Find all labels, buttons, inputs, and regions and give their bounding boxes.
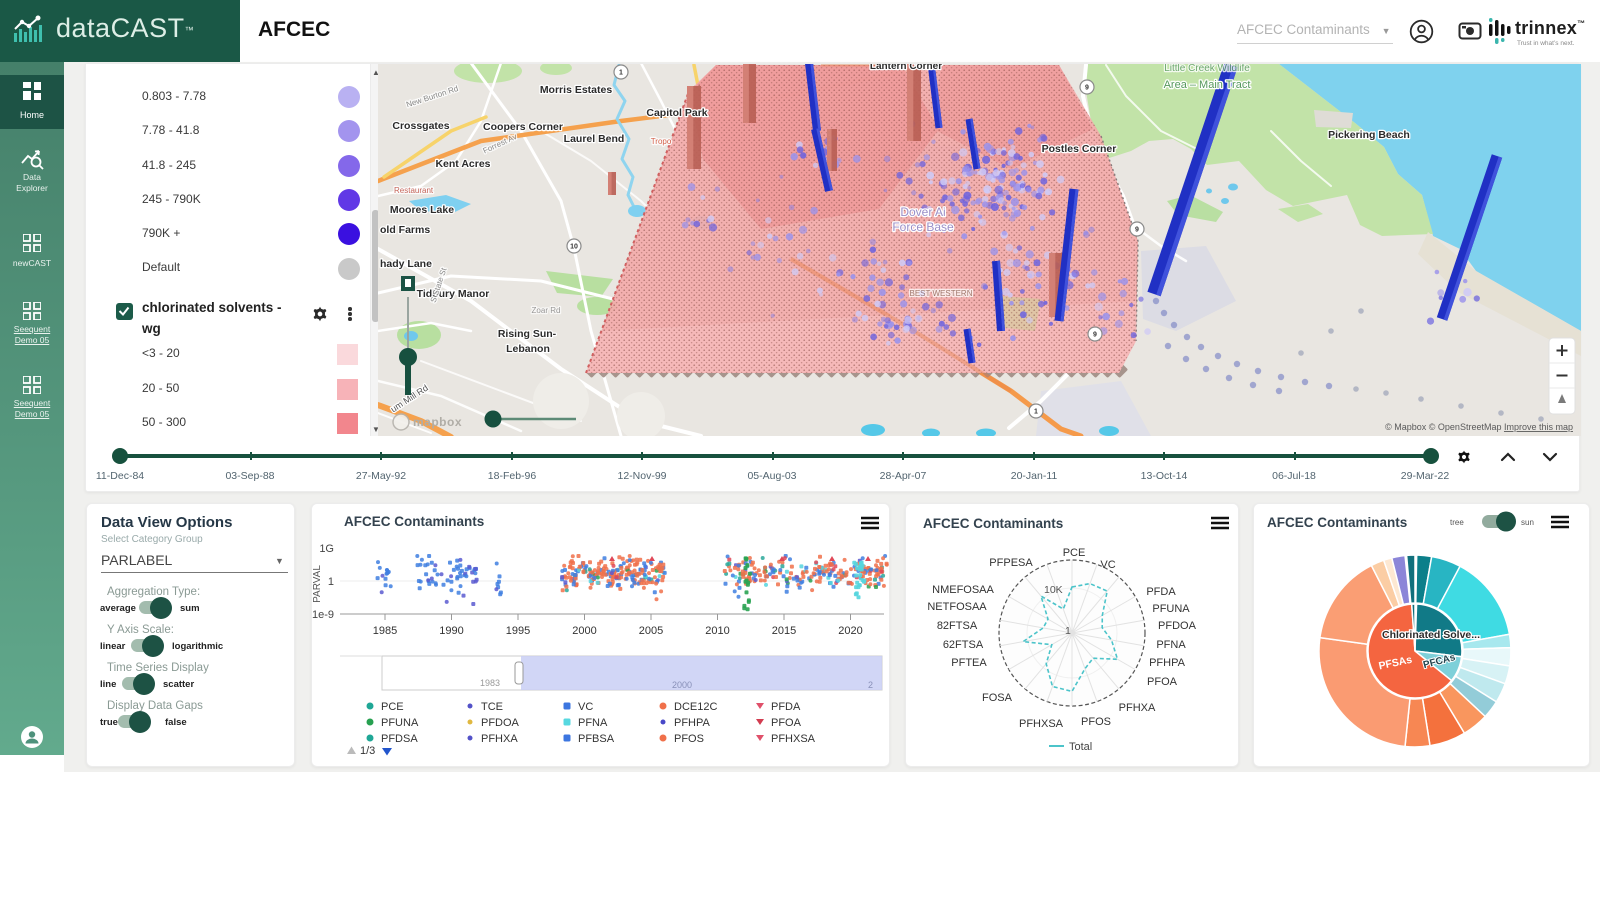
svg-text:2000: 2000 bbox=[572, 625, 596, 637]
svg-text:PFHPA: PFHPA bbox=[674, 717, 711, 729]
svg-text:mapbox: mapbox bbox=[413, 415, 462, 429]
svg-text:1/3: 1/3 bbox=[360, 745, 375, 757]
svg-text:PFUNA: PFUNA bbox=[381, 717, 419, 729]
svg-text:PFDA: PFDA bbox=[771, 701, 801, 713]
svg-text:PARVAL: PARVAL bbox=[312, 565, 323, 603]
svg-text:2: 2 bbox=[868, 680, 873, 690]
svg-text:Rising Sun-: Rising Sun- bbox=[498, 328, 557, 340]
svg-text:NMEFOSAA: NMEFOSAA bbox=[932, 584, 994, 596]
svg-text:AFCEC Contaminants: AFCEC Contaminants bbox=[1267, 515, 1407, 530]
svg-text:Morris Estates: Morris Estates bbox=[540, 84, 613, 96]
svg-text:1: 1 bbox=[1065, 625, 1071, 637]
svg-text:Postles Corner: Postles Corner bbox=[1042, 143, 1117, 155]
svg-text:10: 10 bbox=[570, 244, 578, 251]
svg-text:1: 1 bbox=[1034, 409, 1038, 416]
svg-text:Dover Ai: Dover Ai bbox=[900, 205, 945, 219]
svg-text:Coopers Corner: Coopers Corner bbox=[483, 121, 563, 133]
svg-text:Kent Acres: Kent Acres bbox=[435, 158, 490, 170]
svg-text:1: 1 bbox=[619, 70, 623, 77]
svg-text:PFHPA: PFHPA bbox=[1149, 657, 1186, 669]
svg-text:Chlorinated Solve...: Chlorinated Solve... bbox=[1382, 629, 1480, 641]
svg-text:Lebanon: Lebanon bbox=[506, 343, 550, 355]
svg-text:PFBSA: PFBSA bbox=[578, 733, 615, 745]
svg-text:VC: VC bbox=[1100, 559, 1115, 571]
svg-text:Tidbury Manor: Tidbury Manor bbox=[417, 288, 490, 300]
svg-text:NETFOSAA: NETFOSAA bbox=[927, 601, 987, 613]
svg-text:1990: 1990 bbox=[439, 625, 463, 637]
svg-text:© Mapbox © OpenStreetMap Impro: © Mapbox © OpenStreetMap Improve this ma… bbox=[1385, 422, 1573, 432]
svg-text:BEST WESTERN: BEST WESTERN bbox=[910, 289, 973, 298]
svg-text:hady Lane: hady Lane bbox=[380, 258, 432, 270]
svg-text:PFOA: PFOA bbox=[1147, 676, 1178, 688]
svg-text:2015: 2015 bbox=[772, 625, 796, 637]
svg-text:Capitol Park: Capitol Park bbox=[646, 107, 707, 119]
svg-text:PFDSA: PFDSA bbox=[381, 733, 418, 745]
svg-text:Crossgates: Crossgates bbox=[392, 120, 449, 132]
svg-text:PFNA: PFNA bbox=[1156, 639, 1186, 651]
svg-text:1985: 1985 bbox=[373, 625, 397, 637]
svg-text:2000: 2000 bbox=[672, 680, 692, 690]
svg-text:PCE: PCE bbox=[381, 701, 404, 713]
svg-text:DCE12C: DCE12C bbox=[674, 701, 717, 713]
svg-text:PFHXA: PFHXA bbox=[1119, 702, 1156, 714]
svg-text:Force Base: Force Base bbox=[892, 220, 954, 234]
svg-text:Little Creek Wildlife: Little Creek Wildlife bbox=[1164, 64, 1250, 74]
svg-text:9: 9 bbox=[1093, 332, 1097, 339]
svg-text:1983: 1983 bbox=[480, 678, 500, 688]
svg-text:Restaurant: Restaurant bbox=[394, 186, 434, 195]
svg-text:VC: VC bbox=[578, 701, 593, 713]
svg-text:FOSA: FOSA bbox=[982, 692, 1013, 704]
svg-text:tree: tree bbox=[1450, 518, 1464, 527]
svg-text:PFOA: PFOA bbox=[771, 717, 802, 729]
svg-text:PFTEA: PFTEA bbox=[951, 657, 987, 669]
svg-text:PFOS: PFOS bbox=[1081, 716, 1111, 728]
svg-text:Tropo: Tropo bbox=[651, 137, 672, 146]
svg-text:62FTSA: 62FTSA bbox=[943, 639, 984, 651]
svg-text:old Farms: old Farms bbox=[380, 224, 430, 236]
svg-text:PCE: PCE bbox=[1063, 547, 1086, 559]
svg-text:10K: 10K bbox=[1044, 584, 1063, 596]
svg-text:1e-9: 1e-9 bbox=[312, 609, 334, 621]
svg-text:9: 9 bbox=[1085, 85, 1089, 92]
svg-text:Total: Total bbox=[1069, 741, 1092, 753]
svg-text:PFHXSA: PFHXSA bbox=[771, 733, 816, 745]
svg-text:AFCEC Contaminants: AFCEC Contaminants bbox=[344, 514, 484, 529]
svg-text:TCE: TCE bbox=[481, 701, 503, 713]
svg-text:PFDA: PFDA bbox=[1146, 586, 1176, 598]
svg-text:1: 1 bbox=[328, 576, 334, 588]
svg-text:9: 9 bbox=[1135, 227, 1139, 234]
svg-text:PFHXSA: PFHXSA bbox=[1019, 718, 1064, 730]
svg-text:82FTSA: 82FTSA bbox=[937, 620, 978, 632]
svg-text:Pickering Beach: Pickering Beach bbox=[1328, 129, 1410, 141]
svg-text:sun: sun bbox=[1521, 518, 1534, 527]
svg-text:AFCEC Contaminants: AFCEC Contaminants bbox=[923, 516, 1063, 531]
svg-text:PFNA: PFNA bbox=[578, 717, 608, 729]
svg-text:2020: 2020 bbox=[838, 625, 862, 637]
svg-text:PFDOA: PFDOA bbox=[481, 717, 520, 729]
svg-text:Lantern Corner: Lantern Corner bbox=[870, 64, 942, 72]
svg-text:PFDOA: PFDOA bbox=[1158, 620, 1197, 632]
svg-text:PFHXA: PFHXA bbox=[481, 733, 518, 745]
svg-text:1995: 1995 bbox=[506, 625, 530, 637]
svg-text:PFUNA: PFUNA bbox=[1152, 603, 1190, 615]
svg-text:Moores Lake: Moores Lake bbox=[390, 204, 454, 216]
svg-text:Area – Main Tract: Area – Main Tract bbox=[1164, 79, 1251, 91]
svg-text:2010: 2010 bbox=[705, 625, 729, 637]
svg-text:Zoar Rd: Zoar Rd bbox=[532, 306, 561, 315]
svg-text:2005: 2005 bbox=[639, 625, 663, 637]
svg-text:Laurel Bend: Laurel Bend bbox=[564, 133, 625, 145]
svg-text:PFOS: PFOS bbox=[674, 733, 704, 745]
svg-text:PFPESA: PFPESA bbox=[989, 557, 1033, 569]
svg-text:1G: 1G bbox=[319, 543, 334, 555]
